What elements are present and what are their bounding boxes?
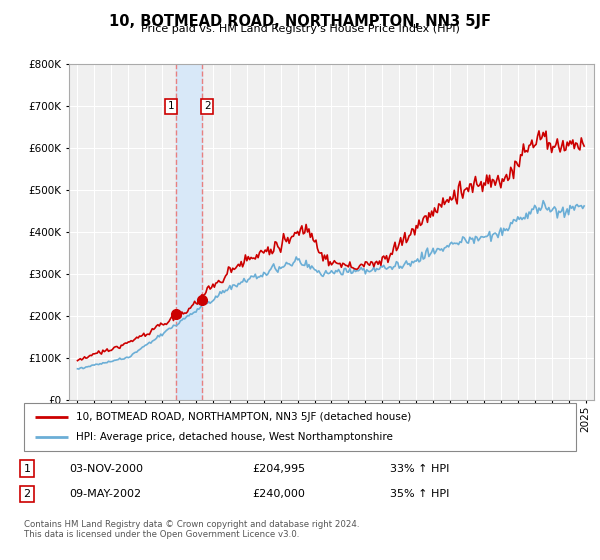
Text: 09-MAY-2002: 09-MAY-2002 [69, 489, 141, 499]
Text: 2: 2 [204, 101, 211, 111]
Text: Price paid vs. HM Land Registry's House Price Index (HPI): Price paid vs. HM Land Registry's House … [140, 24, 460, 34]
Text: 10, BOTMEAD ROAD, NORTHAMPTON, NN3 5JF: 10, BOTMEAD ROAD, NORTHAMPTON, NN3 5JF [109, 14, 491, 29]
Text: 03-NOV-2000: 03-NOV-2000 [69, 464, 143, 474]
Text: HPI: Average price, detached house, West Northamptonshire: HPI: Average price, detached house, West… [76, 432, 394, 442]
Text: 33% ↑ HPI: 33% ↑ HPI [390, 464, 449, 474]
Text: 10, BOTMEAD ROAD, NORTHAMPTON, NN3 5JF (detached house): 10, BOTMEAD ROAD, NORTHAMPTON, NN3 5JF (… [76, 412, 412, 422]
Bar [176, 64, 202, 400]
Text: £204,995: £204,995 [252, 464, 305, 474]
Text: 2: 2 [23, 489, 31, 499]
Text: 35% ↑ HPI: 35% ↑ HPI [390, 489, 449, 499]
Text: 1: 1 [168, 101, 175, 111]
Text: Contains HM Land Registry data © Crown copyright and database right 2024.
This d: Contains HM Land Registry data © Crown c… [24, 520, 359, 539]
Text: 1: 1 [23, 464, 31, 474]
Text: £240,000: £240,000 [252, 489, 305, 499]
